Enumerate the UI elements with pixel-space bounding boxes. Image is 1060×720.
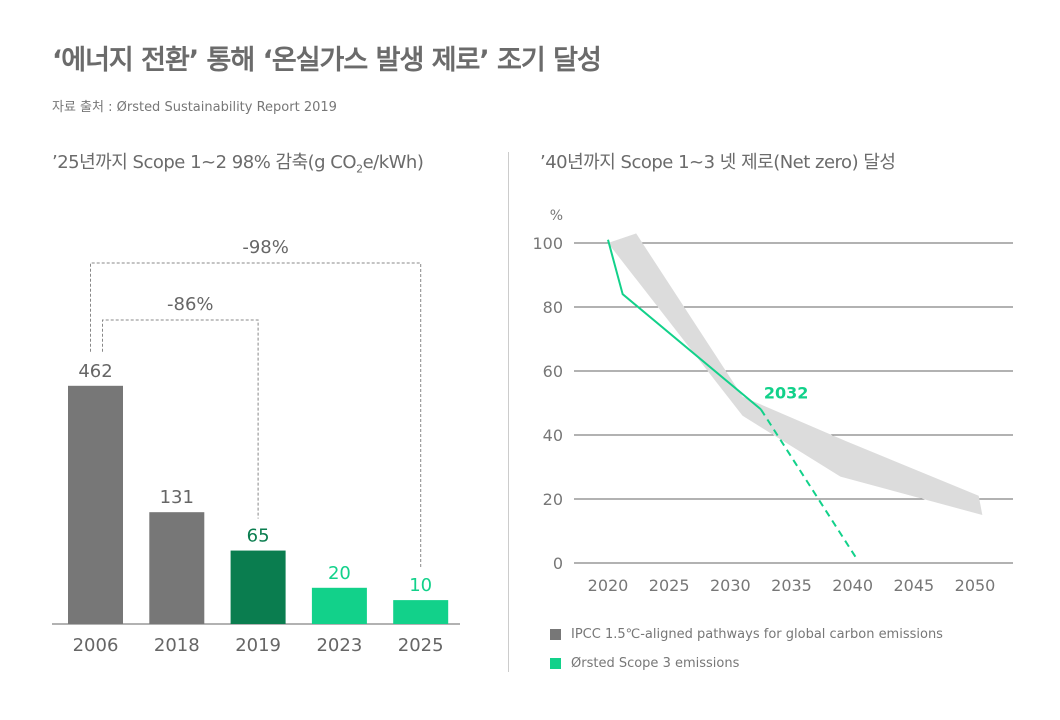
divider <box>508 152 509 672</box>
x-tick-label: 2025 <box>649 576 690 595</box>
x-tick-label: 2050 <box>955 576 996 595</box>
bracket-label: -98% <box>242 237 289 258</box>
x-tick-label: 2040 <box>832 576 873 595</box>
x-tick-label: 2045 <box>893 576 934 595</box>
x-tick-label: 2023 <box>316 635 362 656</box>
bar-2018 <box>149 512 205 624</box>
orsted-line-dashed <box>760 408 858 559</box>
legend-label: IPCC 1.5℃-aligned pathways for global ca… <box>571 627 943 642</box>
data-label: 65 <box>247 526 270 547</box>
bar-2019 <box>230 550 286 624</box>
x-tick-label: 2006 <box>73 635 119 656</box>
legend-swatch <box>550 629 561 640</box>
y-tick-label: 40 <box>543 426 563 445</box>
legend-item-orsted: Ørsted Scope 3 emissions <box>550 656 739 671</box>
x-tick-label: 2020 <box>588 576 629 595</box>
title-subscript: 2 <box>356 162 363 176</box>
bar-2023 <box>311 587 367 624</box>
title-part: ’25년까지 Scope 1~2 98% 감축(g CO <box>52 152 357 173</box>
data-label: 20 <box>328 563 351 584</box>
y-tick-label: 80 <box>543 298 563 317</box>
y-tick-label: 20 <box>543 490 563 509</box>
page-title: ‘에너지 전환’ 통해 ‘온실가스 발생 제로’ 조기 달성 <box>52 45 602 76</box>
x-tick-label: 2030 <box>710 576 751 595</box>
right-chart-title: ’40년까지 Scope 1~3 넷 제로(Net zero) 달성 <box>540 152 896 173</box>
bar-2006 <box>68 385 123 624</box>
x-tick-label: 2035 <box>771 576 812 595</box>
bar-2025 <box>393 600 449 624</box>
ipcc-band <box>608 233 983 515</box>
legend-item-ipcc: IPCC 1.5℃-aligned pathways for global ca… <box>550 627 943 642</box>
legend-swatch <box>550 658 561 669</box>
y-axis-unit: % <box>550 208 563 224</box>
annotation-2032: 2032 <box>764 383 809 402</box>
x-tick-label: 2018 <box>154 635 200 656</box>
legend-label: Ørsted Scope 3 emissions <box>571 656 740 671</box>
x-tick-label: 2025 <box>398 635 444 656</box>
data-label: 462 <box>78 361 112 382</box>
bracket-label: -86% <box>167 294 214 315</box>
data-label: 10 <box>409 575 432 596</box>
bracket-2025 <box>90 262 422 569</box>
title-part: e/kWh) <box>362 152 424 173</box>
x-tick-label: 2019 <box>235 635 281 656</box>
source-note: 자료 출처 : Ørsted Sustainability Report 201… <box>52 100 337 115</box>
orsted-line-solid <box>607 239 762 411</box>
bracket-2019 <box>102 319 259 519</box>
left-chart-title: ’25년까지 Scope 1~2 98% 감축(g CO2e/kWh) <box>52 148 424 176</box>
data-label: 131 <box>160 487 194 508</box>
y-tick-label: 60 <box>543 362 563 381</box>
y-tick-label: 100 <box>532 234 563 253</box>
y-tick-label: 0 <box>553 554 563 573</box>
